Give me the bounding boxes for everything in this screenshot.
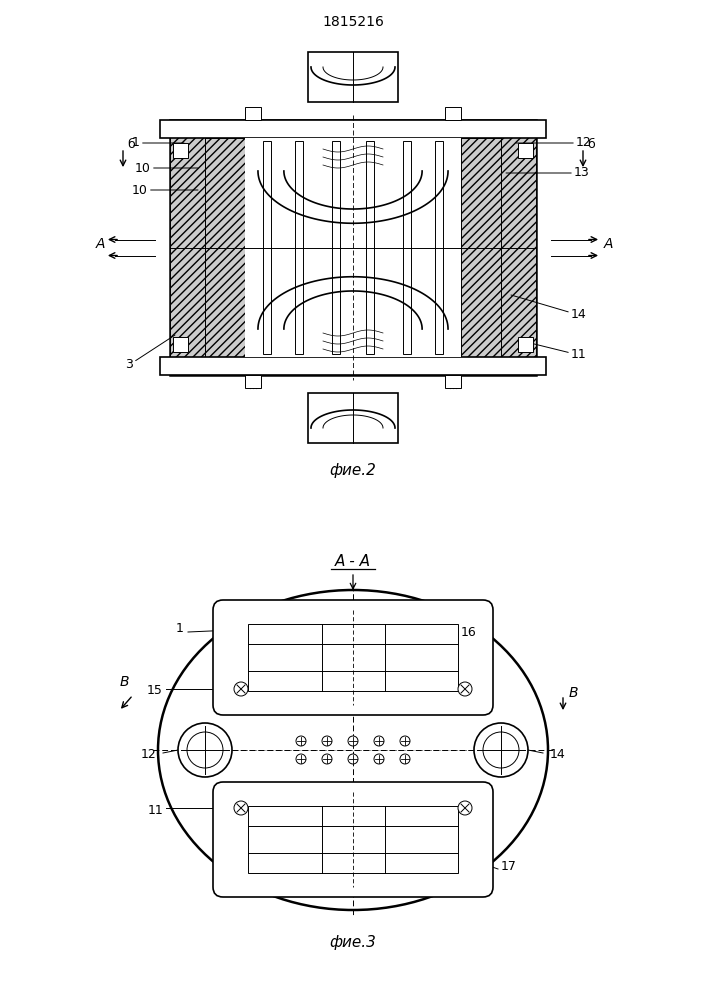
Bar: [445, 107, 461, 120]
Circle shape: [474, 723, 528, 777]
Bar: [245, 107, 261, 120]
Bar: [436, 141, 443, 354]
Bar: [245, 375, 261, 388]
Text: 14: 14: [550, 748, 566, 762]
Text: б: б: [587, 137, 595, 150]
Bar: [170, 120, 205, 375]
Circle shape: [458, 801, 472, 815]
Text: 1: 1: [132, 136, 184, 149]
Ellipse shape: [158, 590, 548, 910]
Bar: [160, 357, 546, 375]
Bar: [332, 141, 340, 354]
Text: B: B: [119, 675, 129, 689]
Circle shape: [458, 682, 472, 696]
Text: 10: 10: [132, 184, 198, 196]
Bar: [518, 143, 533, 158]
FancyBboxPatch shape: [213, 600, 493, 715]
Bar: [308, 393, 398, 443]
Bar: [295, 141, 303, 354]
Text: 1815216: 1815216: [322, 15, 384, 29]
Text: б: б: [127, 137, 135, 150]
Bar: [170, 120, 536, 375]
Circle shape: [374, 736, 384, 746]
Circle shape: [322, 736, 332, 746]
Text: 14: 14: [511, 295, 587, 322]
Bar: [173, 337, 188, 352]
FancyBboxPatch shape: [213, 782, 493, 897]
Text: фие.3: фие.3: [329, 934, 376, 950]
Bar: [248, 624, 458, 691]
Bar: [245, 138, 461, 357]
Circle shape: [178, 723, 232, 777]
Bar: [461, 138, 501, 357]
Bar: [366, 141, 374, 354]
Bar: [445, 375, 461, 388]
Text: B: B: [569, 686, 578, 700]
Bar: [248, 806, 458, 873]
Text: A: A: [95, 236, 105, 250]
Bar: [262, 141, 271, 354]
Circle shape: [483, 732, 519, 768]
Text: 15: 15: [147, 684, 163, 698]
Bar: [160, 120, 546, 138]
Circle shape: [348, 736, 358, 746]
Bar: [501, 120, 536, 375]
Circle shape: [374, 754, 384, 764]
Circle shape: [187, 732, 223, 768]
Circle shape: [296, 754, 306, 764]
Circle shape: [400, 754, 410, 764]
Circle shape: [234, 801, 248, 815]
Text: A: A: [603, 236, 613, 250]
Bar: [403, 141, 411, 354]
Text: 16: 16: [461, 626, 477, 639]
Text: 1: 1: [176, 621, 184, 635]
Bar: [173, 143, 188, 158]
Text: 11: 11: [518, 340, 587, 361]
Circle shape: [400, 736, 410, 746]
Text: фие.2: фие.2: [329, 464, 376, 479]
Text: 11: 11: [147, 804, 163, 816]
Bar: [308, 52, 398, 102]
Circle shape: [296, 736, 306, 746]
Circle shape: [322, 754, 332, 764]
Text: A - A: A - A: [335, 554, 371, 570]
Text: 12: 12: [516, 136, 592, 149]
Bar: [205, 138, 245, 357]
Circle shape: [348, 754, 358, 764]
Circle shape: [234, 682, 248, 696]
Bar: [518, 337, 533, 352]
Text: 17: 17: [501, 860, 517, 874]
Text: 10: 10: [135, 161, 198, 174]
Text: 3: 3: [125, 335, 175, 371]
Text: 13: 13: [506, 166, 590, 180]
Text: 12: 12: [140, 748, 156, 762]
